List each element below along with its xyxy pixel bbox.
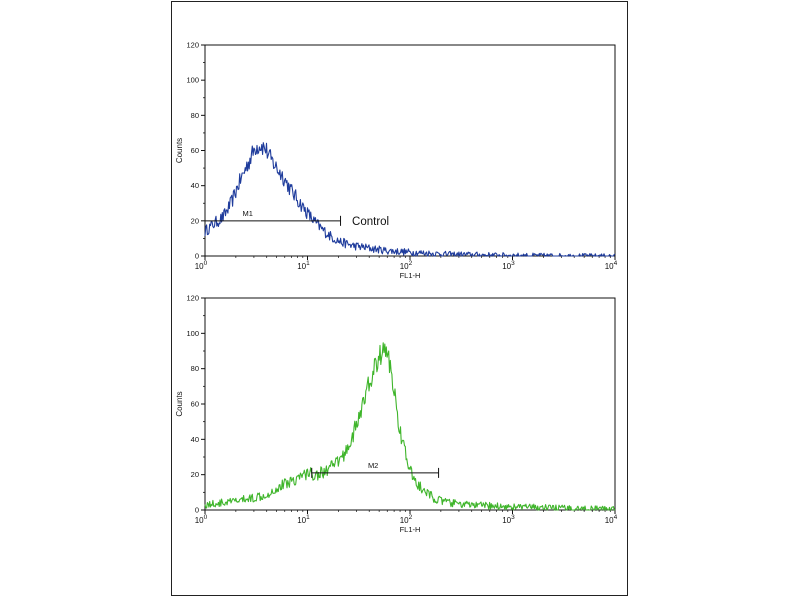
y-tick-label: 20 [191, 470, 199, 479]
y-tick-label: 40 [191, 435, 199, 444]
histogram-line-sample [204, 342, 616, 511]
x-tick-label: 103 [502, 260, 515, 271]
x-tick-label: 100 [195, 514, 208, 525]
plot-area [204, 297, 616, 511]
y-tick-label: 100 [186, 329, 199, 338]
y-tick-label: 60 [191, 146, 199, 155]
y-tick-label: 20 [191, 216, 199, 225]
x-tick-label: 103 [502, 514, 515, 525]
y-axis-label: Counts [175, 391, 184, 416]
y-tick-label: 100 [186, 76, 199, 85]
y-tick-label: 80 [191, 111, 199, 120]
x-axis-label: FL1-H [400, 271, 421, 280]
x-tick-label: 101 [297, 260, 310, 271]
y-tick-label: 0 [195, 252, 199, 261]
y-tick-label: 0 [195, 506, 199, 515]
control-label: Control [352, 216, 389, 228]
y-tick-label: 120 [186, 294, 199, 303]
x-tick-label: 104 [605, 260, 618, 271]
y-tick-label: 120 [186, 41, 199, 50]
x-tick-label: 104 [605, 514, 618, 525]
histogram-line-control [204, 142, 616, 257]
control-histogram-panel: 0 20 40 60 80 100 120 100 101 102 103 104 Counts FL1-… [175, 41, 618, 281]
x-tick-label: 101 [297, 514, 310, 525]
x-tick-label: 102 [400, 260, 413, 271]
y-tick-label: 60 [191, 400, 199, 409]
gate-label: M1 [243, 209, 253, 218]
y-tick-label: 40 [191, 181, 199, 190]
x-tick-label: 100 [195, 260, 208, 271]
x-axis-label: FL1-H [400, 525, 421, 534]
sample-histogram-panel: 0 20 40 60 80 100 120 100 101 102 103 104 Counts FL1-… [175, 294, 618, 535]
x-tick-label: 102 [400, 514, 413, 525]
y-axis-label: Counts [175, 138, 184, 163]
gate-label: M2 [368, 461, 378, 470]
y-tick-label: 80 [191, 364, 199, 373]
